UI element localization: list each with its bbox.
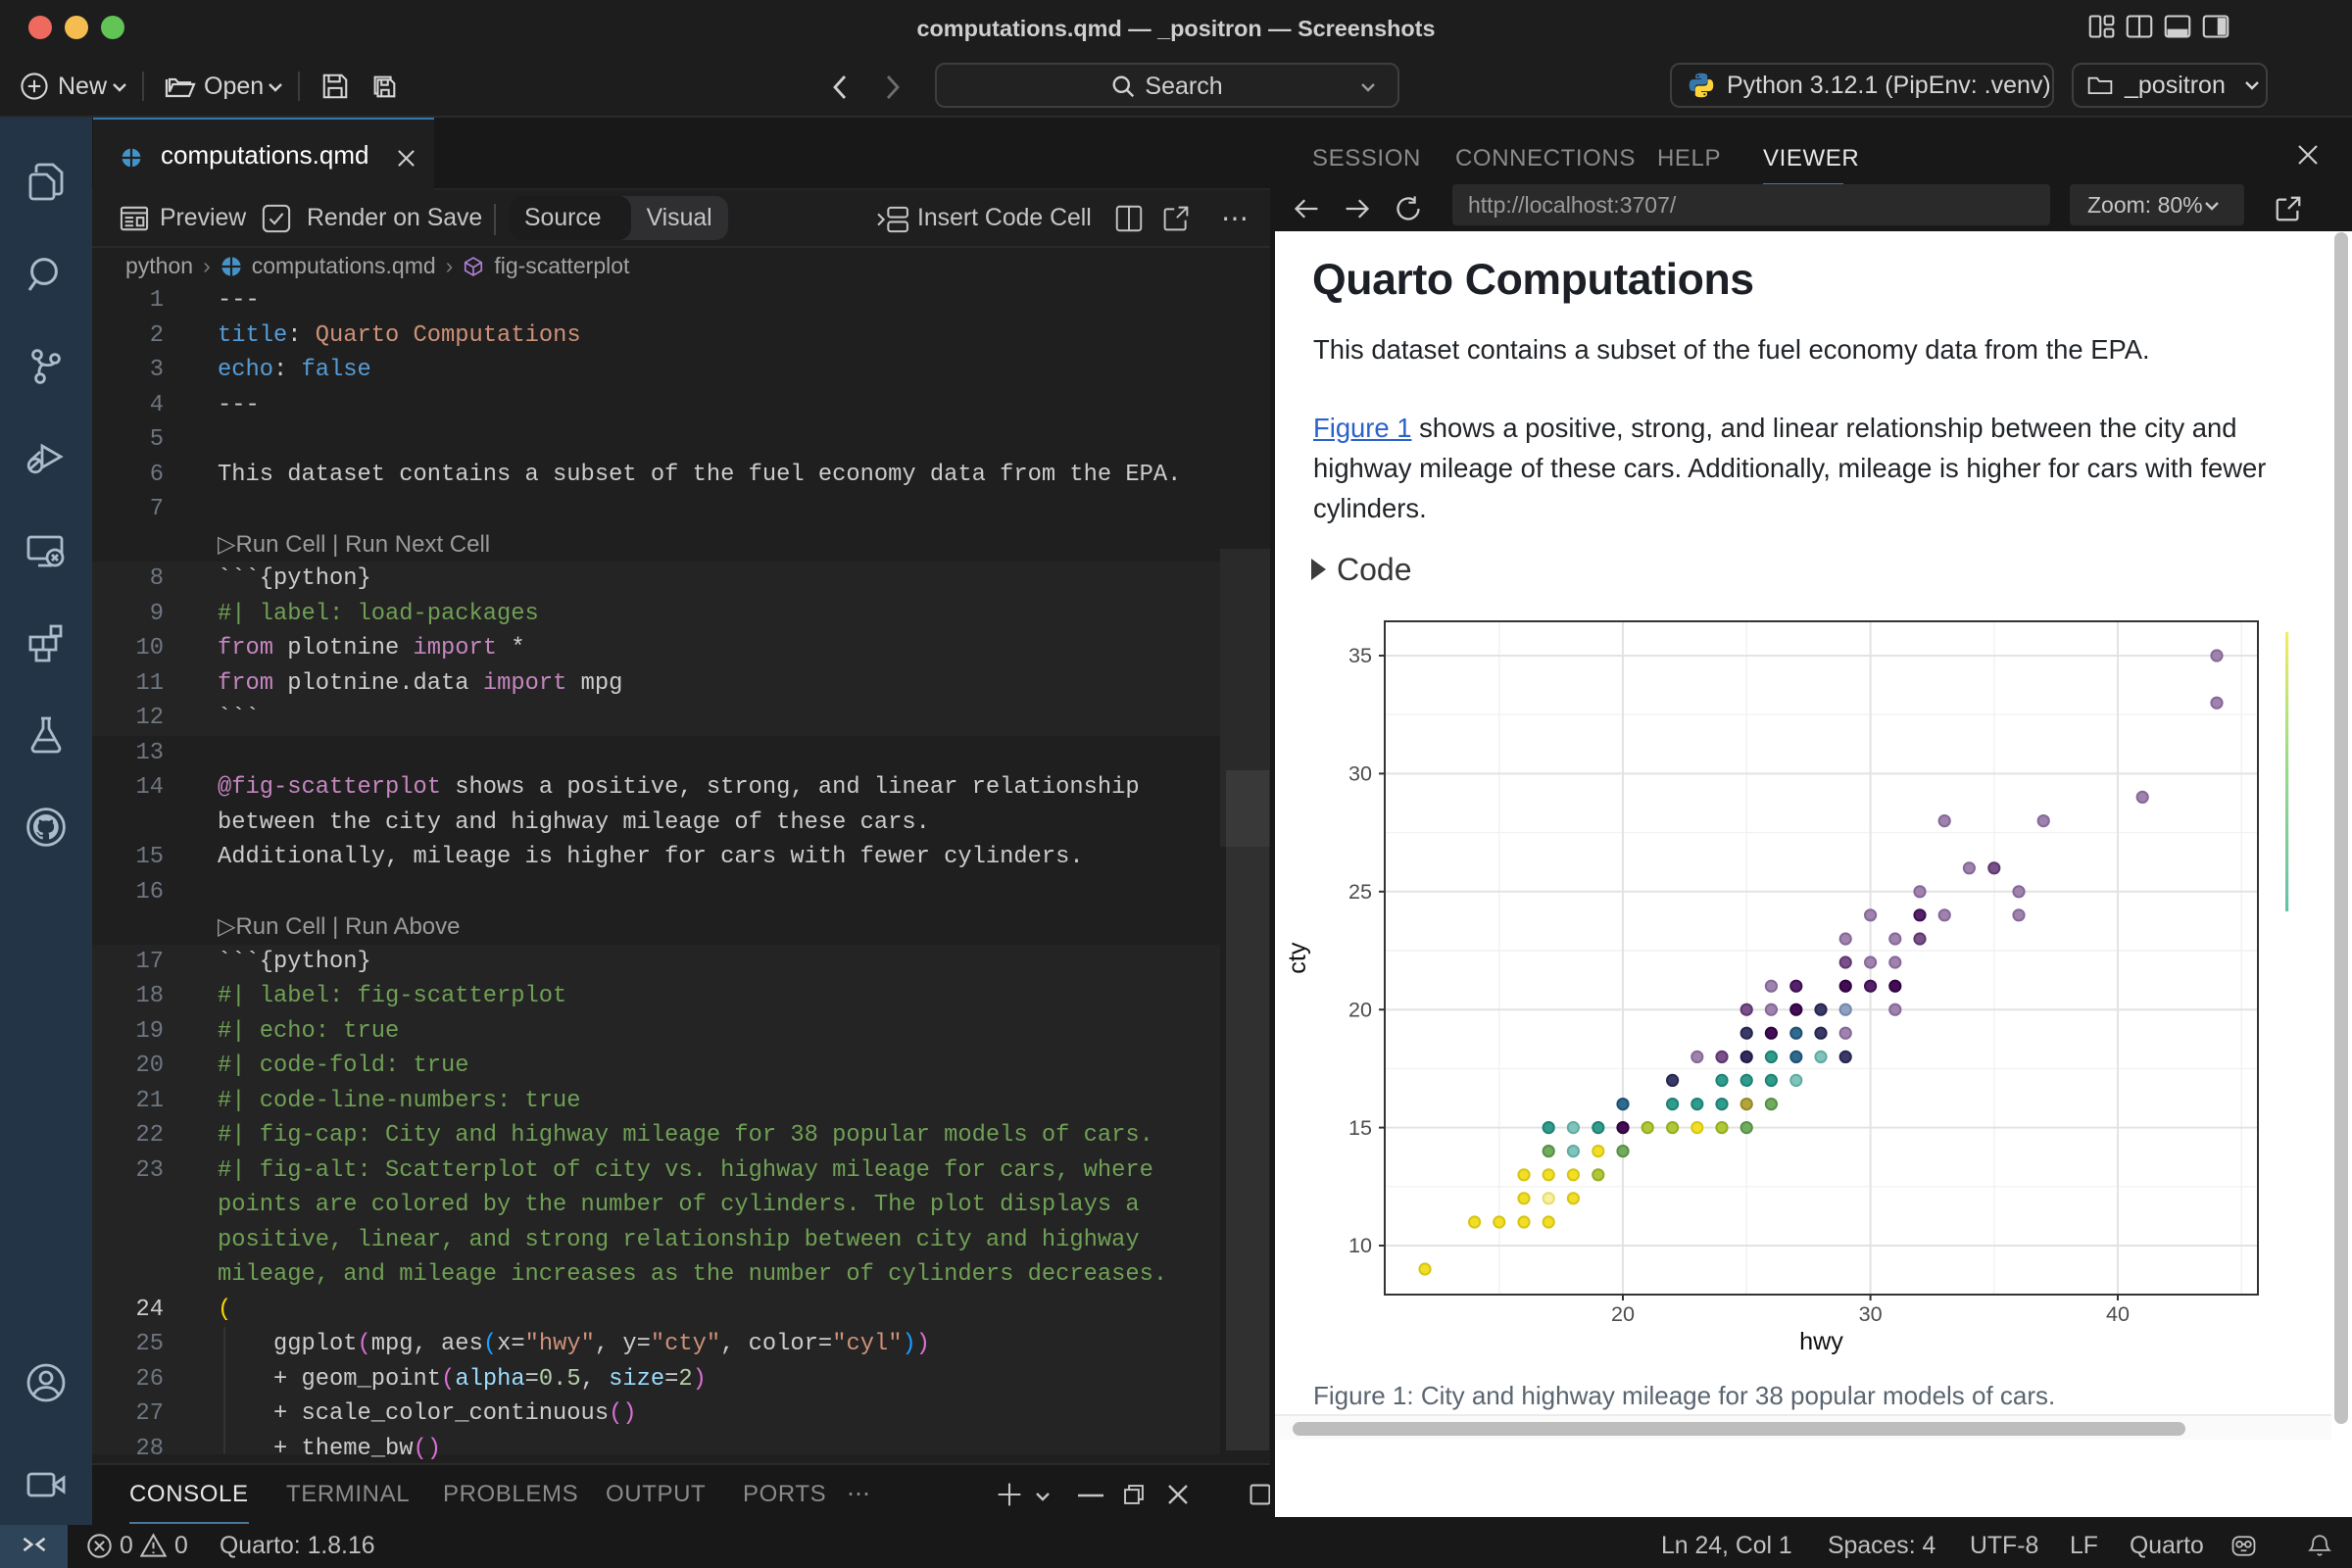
svg-text:35: 35	[1348, 643, 1372, 667]
svg-text:10: 10	[1348, 1233, 1372, 1257]
svg-text:30: 30	[1859, 1301, 1883, 1326]
svg-text:25: 25	[1348, 879, 1372, 904]
svg-text:hwy: hwy	[1799, 1328, 1843, 1355]
svg-text:cty: cty	[1284, 942, 1311, 974]
svg-text:15: 15	[1348, 1115, 1372, 1140]
svg-text:40: 40	[2106, 1301, 2130, 1326]
svg-text:20: 20	[1611, 1301, 1635, 1326]
svg-text:20: 20	[1348, 997, 1372, 1021]
svg-text:30: 30	[1348, 761, 1372, 786]
